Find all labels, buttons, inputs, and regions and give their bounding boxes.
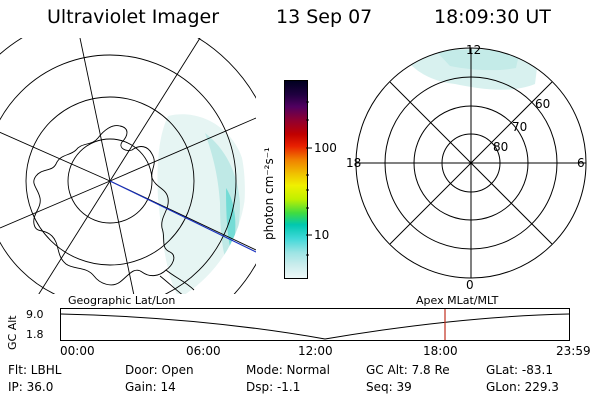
- alt-ytick-low: 1.8: [26, 328, 44, 341]
- info-gain: Gain: 14: [125, 380, 176, 394]
- info-dsp: Dsp: -1.1: [246, 380, 301, 394]
- xtick-1200: 12:00: [298, 344, 333, 358]
- mlt-label-0: 0: [466, 278, 474, 292]
- info-filter: Flt: LBHL: [8, 363, 62, 377]
- info-seq: Seq: 39: [366, 380, 412, 394]
- lat-label-70: 70: [512, 120, 528, 134]
- xtick-1800: 18:00: [423, 344, 458, 358]
- meridians: [0, 38, 256, 294]
- info-glon: GLon: 229.3: [486, 380, 559, 394]
- mlt-label-12: 12: [466, 43, 482, 57]
- alt-ylabel: GC Alt: [6, 315, 19, 350]
- info-glat: GLat: -83.1: [486, 363, 553, 377]
- colorbar-tick-100: 100: [314, 141, 337, 155]
- date-label: 13 Sep 07: [276, 6, 373, 28]
- info-door: Door: Open: [125, 363, 194, 377]
- altitude-plot: [60, 308, 570, 341]
- info-gc-alt: GC Alt: 7.8 Re: [366, 363, 450, 377]
- time-label: 18:09:30 UT: [434, 6, 551, 28]
- colorbar-unit-label: photon cm⁻²s⁻¹: [262, 147, 276, 240]
- info-mode: Mode: Normal: [246, 363, 330, 377]
- altitude-curve: [60, 313, 570, 340]
- xtick-0000: 00:00: [60, 344, 95, 358]
- latitude-circles: [0, 38, 256, 294]
- geographic-map: [0, 38, 256, 294]
- mlt-label-6: 6: [577, 156, 585, 170]
- xtick-0600: 06:00: [186, 344, 221, 358]
- mlt-label-18: 18: [346, 156, 362, 170]
- geographic-label: Geographic Lat/Lon: [68, 294, 176, 307]
- mlt-dial: [355, 47, 587, 279]
- color-bar: [284, 80, 308, 279]
- info-ip: IP: 36.0: [8, 380, 54, 394]
- xtick-2359: 23:59: [556, 344, 591, 358]
- lat-label-80: 80: [493, 140, 509, 154]
- lat-label-60: 60: [535, 97, 551, 111]
- colorbar-tick-10: 10: [314, 228, 330, 242]
- apex-label: Apex MLat/MLT: [416, 294, 499, 307]
- alt-ytick-high: 9.0: [26, 308, 44, 321]
- dial-spokes: [356, 48, 586, 278]
- instrument-title: Ultraviolet Imager: [47, 6, 220, 28]
- sun-line: [109, 180, 256, 253]
